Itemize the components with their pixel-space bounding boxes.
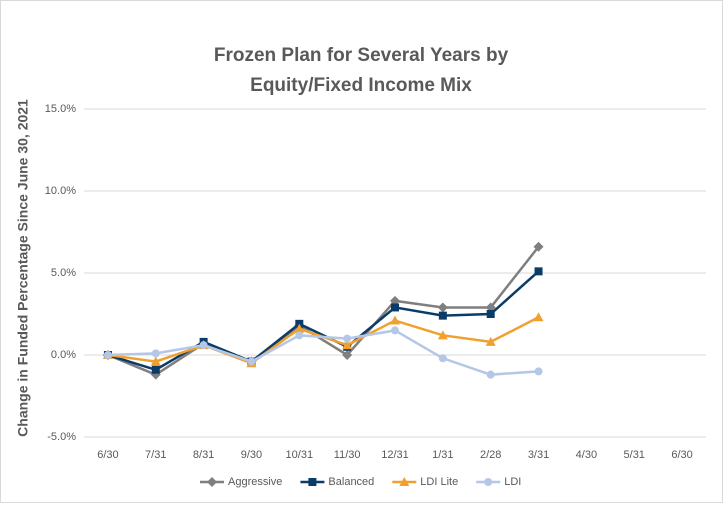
x-tick-label: 5/31 [624, 449, 645, 461]
chart-title: Equity/Fixed Income Mix [250, 75, 472, 96]
x-tick-label: 6/30 [97, 449, 118, 461]
x-tick-label: 1/31 [432, 449, 453, 461]
legend-label: Balanced [328, 476, 374, 488]
marker [486, 370, 495, 379]
marker [485, 336, 496, 346]
x-tick-label: 2/28 [480, 449, 501, 461]
x-tick-label: 12/31 [381, 449, 409, 461]
y-tick-label: 15.0% [45, 103, 76, 115]
y-tick-label: 10.0% [45, 185, 76, 197]
marker [151, 365, 160, 374]
x-tick-label: 10/31 [286, 449, 314, 461]
series-line [107, 245, 540, 377]
y-axis-label: Change in Funded Percentage Since June 3… [15, 99, 31, 437]
marker [534, 267, 543, 276]
marker [485, 302, 496, 313]
marker [342, 340, 353, 350]
marker [342, 350, 353, 360]
x-tick-label: 9/30 [241, 449, 262, 461]
marker [390, 295, 400, 306]
marker [103, 351, 112, 359]
marker [391, 303, 399, 312]
marker [207, 477, 217, 487]
marker [294, 323, 305, 333]
marker [533, 241, 544, 252]
marker [437, 302, 448, 313]
y-tick-label: 0.0% [51, 349, 76, 361]
legend-label: LDI [504, 476, 521, 488]
x-tick-label: 4/30 [576, 449, 597, 461]
marker [308, 478, 317, 486]
marker [150, 356, 161, 366]
series-line [107, 270, 540, 372]
chart-title: Frozen Plan for Several Years by [214, 45, 509, 66]
marker [533, 312, 544, 322]
marker [486, 310, 495, 318]
marker [391, 326, 399, 335]
x-tick-label: 7/31 [145, 449, 166, 461]
x-tick-label: 8/31 [193, 449, 214, 461]
marker [438, 354, 447, 363]
marker [199, 341, 208, 350]
x-tick-label: 6/30 [671, 449, 692, 461]
legend-label: LDI Lite [420, 476, 458, 488]
legend-label: Aggressive [228, 476, 282, 488]
marker [295, 331, 304, 340]
x-tick-label: 11/30 [334, 449, 361, 461]
marker [534, 367, 543, 376]
y-tick-label: -5.0% [47, 431, 76, 443]
marker [484, 478, 493, 486]
marker [437, 330, 448, 340]
y-tick-label: 5.0% [51, 267, 76, 279]
series-line [107, 329, 539, 376]
marker [151, 349, 160, 358]
marker [438, 311, 447, 320]
marker [343, 334, 352, 343]
marker [247, 357, 256, 366]
marker [390, 315, 400, 325]
marker [399, 477, 410, 486]
x-tick-label: 3/31 [528, 449, 549, 461]
